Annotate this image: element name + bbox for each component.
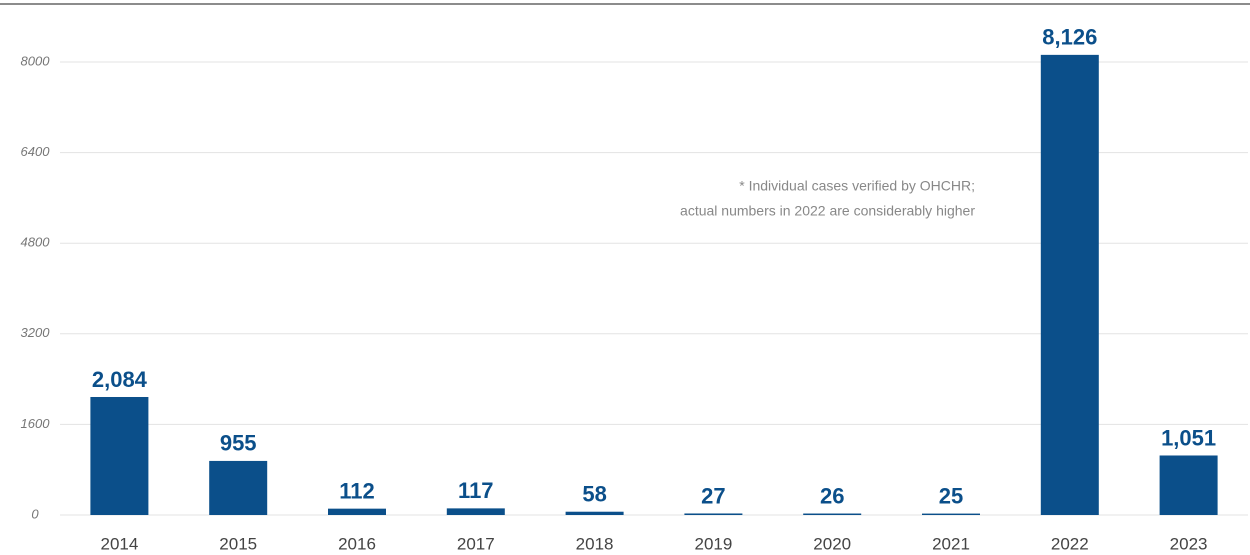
- value-label: 27: [701, 483, 725, 508]
- value-label: 25: [939, 483, 963, 508]
- y-tick-label: 1600: [21, 416, 51, 431]
- bar: [209, 460, 268, 515]
- y-tick-label: 8000: [21, 53, 51, 68]
- bar: [565, 511, 624, 515]
- bar: [1040, 54, 1099, 516]
- x-tick-label: 2014: [100, 534, 138, 553]
- value-label: 58: [582, 482, 606, 507]
- value-label: 1,051: [1161, 425, 1216, 450]
- value-label: 26: [820, 483, 844, 508]
- x-tick-label: 2016: [338, 534, 376, 553]
- annotation: * Individual cases verified by OHCHR;: [739, 178, 975, 194]
- y-tick-label: 0: [31, 506, 39, 521]
- value-label: 955: [220, 431, 257, 456]
- bar: [803, 513, 862, 515]
- x-tick-label: 2022: [1051, 534, 1089, 553]
- x-tick-label: 2020: [813, 534, 851, 553]
- value-label: 112: [339, 478, 375, 503]
- bar: [684, 513, 743, 515]
- value-label: 117: [458, 478, 494, 503]
- bar: [90, 396, 149, 515]
- annotation: actual numbers in 2022 are considerably …: [680, 203, 975, 219]
- x-tick-label: 2017: [457, 534, 495, 553]
- bar: [1159, 455, 1218, 515]
- y-tick-label: 4800: [21, 235, 51, 250]
- value-label: 8,126: [1042, 25, 1097, 50]
- bar: [328, 508, 386, 515]
- value-label: 2,084: [92, 367, 148, 392]
- x-tick-label: 2018: [576, 534, 614, 553]
- y-tick-label: 3200: [21, 325, 51, 340]
- x-tick-label: 2021: [932, 534, 970, 553]
- x-tick-label: 2023: [1170, 534, 1208, 553]
- bar: [446, 508, 505, 515]
- bar: [922, 513, 980, 515]
- x-tick-label: 2015: [219, 534, 257, 553]
- y-tick-label: 6400: [21, 144, 51, 159]
- x-tick-label: 2019: [694, 534, 732, 553]
